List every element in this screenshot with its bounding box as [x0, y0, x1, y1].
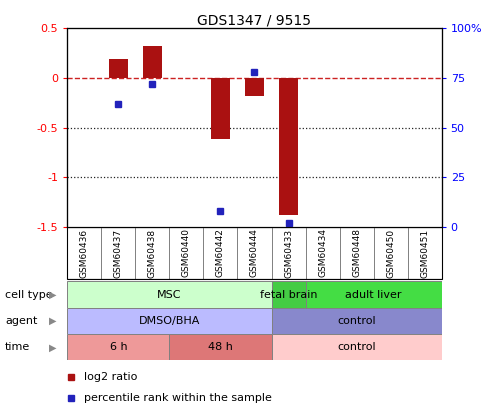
FancyBboxPatch shape — [67, 334, 170, 360]
Text: GSM60440: GSM60440 — [182, 228, 191, 277]
Text: adult liver: adult liver — [345, 290, 402, 300]
Text: GSM60448: GSM60448 — [352, 228, 361, 277]
Title: GDS1347 / 9515: GDS1347 / 9515 — [198, 13, 311, 27]
Text: GSM60451: GSM60451 — [420, 228, 429, 277]
Bar — [245, 78, 264, 96]
FancyBboxPatch shape — [271, 281, 305, 308]
Text: 48 h: 48 h — [208, 342, 233, 352]
Text: DMSO/BHA: DMSO/BHA — [139, 316, 200, 326]
Text: GSM60434: GSM60434 — [318, 228, 327, 277]
Text: agent: agent — [5, 316, 37, 326]
Text: fetal brain: fetal brain — [260, 290, 317, 300]
Text: ▶: ▶ — [48, 342, 56, 352]
FancyBboxPatch shape — [271, 334, 442, 360]
Text: ▶: ▶ — [48, 316, 56, 326]
FancyBboxPatch shape — [67, 281, 271, 308]
Text: percentile rank within the sample: percentile rank within the sample — [84, 393, 272, 403]
Text: MSC: MSC — [157, 290, 182, 300]
Text: GSM60444: GSM60444 — [250, 228, 259, 277]
Text: GSM60442: GSM60442 — [216, 228, 225, 277]
Bar — [279, 78, 298, 215]
Text: GSM60450: GSM60450 — [386, 228, 395, 277]
Text: control: control — [337, 342, 376, 352]
Text: GSM60433: GSM60433 — [284, 228, 293, 277]
Text: GSM60436: GSM60436 — [80, 228, 89, 277]
FancyBboxPatch shape — [170, 334, 271, 360]
Text: GSM60437: GSM60437 — [114, 228, 123, 277]
FancyBboxPatch shape — [67, 308, 271, 334]
Text: time: time — [5, 342, 30, 352]
Bar — [143, 46, 162, 78]
Text: GSM60438: GSM60438 — [148, 228, 157, 277]
Bar — [109, 59, 128, 78]
Text: ▶: ▶ — [48, 290, 56, 300]
Text: control: control — [337, 316, 376, 326]
FancyBboxPatch shape — [305, 281, 442, 308]
FancyBboxPatch shape — [271, 308, 442, 334]
Text: log2 ratio: log2 ratio — [84, 373, 138, 382]
Bar — [211, 78, 230, 139]
Text: 6 h: 6 h — [110, 342, 127, 352]
Text: cell type: cell type — [5, 290, 52, 300]
